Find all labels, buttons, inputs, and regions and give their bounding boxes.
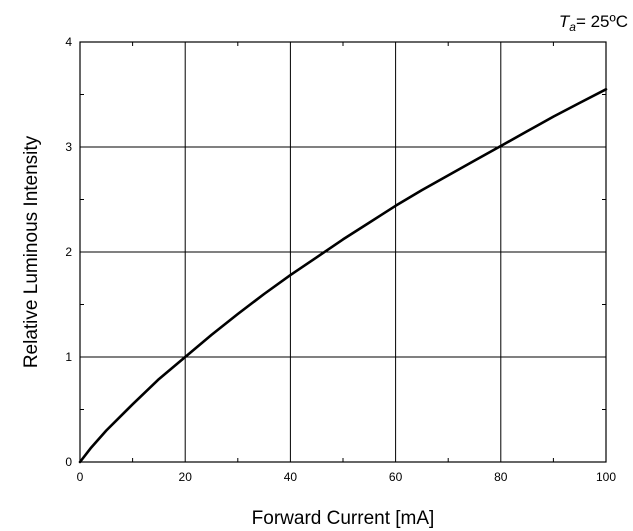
- x-axis-label: Forward Current [mA]: [252, 508, 435, 529]
- condition-subscript: a: [569, 20, 576, 34]
- y-tick-label: 3: [65, 140, 72, 154]
- x-tick-label: 60: [389, 470, 403, 484]
- condition-label: Ta= 25ºC: [559, 12, 628, 34]
- minor-ticks: [80, 42, 606, 462]
- y-tick-label: 4: [65, 35, 72, 49]
- x-tick-labels: 0 20 40 60 80 100: [77, 470, 617, 484]
- condition-value: = 25ºC: [576, 12, 628, 31]
- x-tick-label: 100: [596, 470, 616, 484]
- y-tick-labels: 0 1 2 3 4: [65, 35, 72, 469]
- x-tick-label: 80: [494, 470, 508, 484]
- y-tick-label: 1: [65, 350, 72, 364]
- series-line: [78, 88, 608, 464]
- condition-symbol: T: [559, 12, 571, 31]
- x-tick-label: 0: [77, 470, 84, 484]
- plot-frame: [79, 41, 607, 463]
- y-tick-label: 0: [65, 455, 72, 469]
- y-axis-label: Relative Luminous Intensity: [21, 135, 42, 368]
- gridlines: [80, 42, 606, 462]
- y-tick-label: 2: [65, 245, 72, 259]
- x-tick-label: 20: [179, 470, 193, 484]
- x-tick-label: 40: [284, 470, 298, 484]
